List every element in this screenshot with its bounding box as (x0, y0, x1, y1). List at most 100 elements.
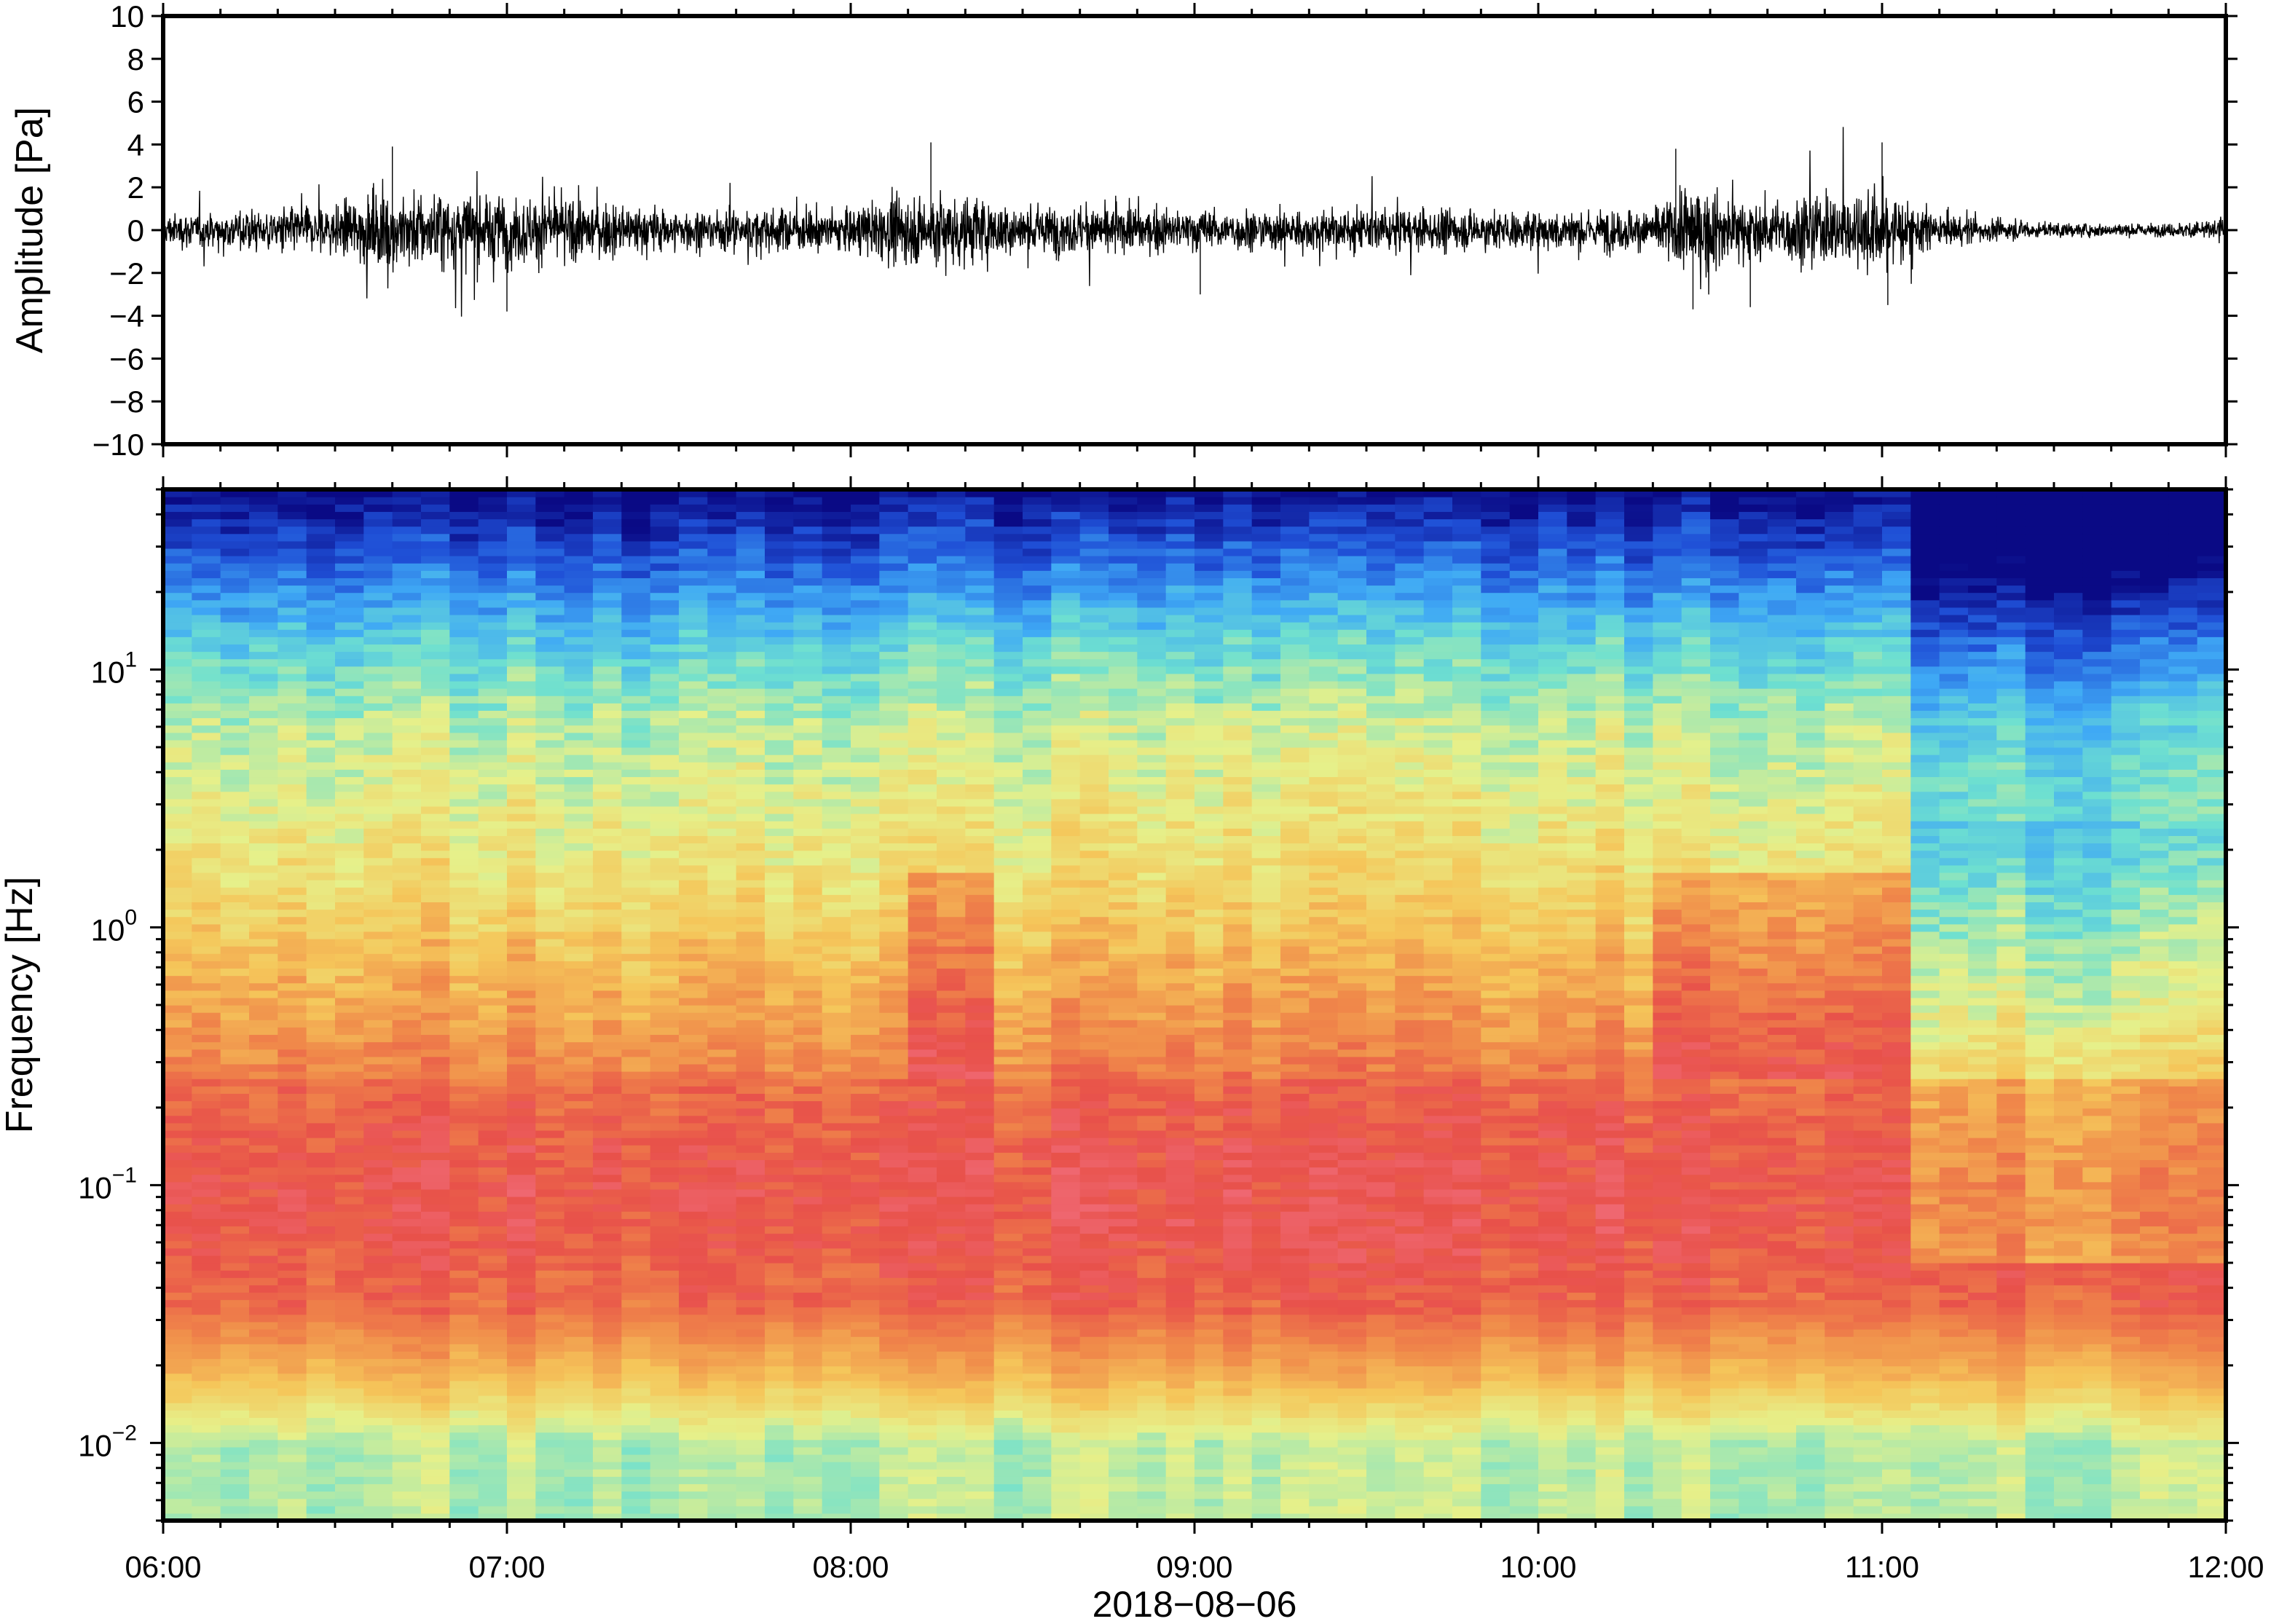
spectrogram-cell (993, 592, 1023, 601)
spectrogram-cell (908, 1380, 937, 1389)
spectrogram-cell (449, 1417, 479, 1426)
spectrogram-cell (908, 1306, 937, 1315)
spectrogram-cell (736, 747, 765, 755)
spectrogram-cell (421, 961, 450, 969)
spectrogram-cell (621, 821, 651, 829)
spectrogram-cell (421, 1093, 450, 1102)
spectrogram-cell (421, 1403, 450, 1411)
spectrogram-cell (965, 1100, 995, 1109)
spectrogram-cell (449, 1071, 479, 1079)
spectrogram-cell (993, 1432, 1023, 1440)
spectrogram-cell (965, 614, 995, 623)
spectrogram-cell (564, 968, 594, 977)
spectrogram-cell (449, 1159, 479, 1168)
spectrogram-cell (1137, 850, 1167, 859)
spectrogram-cell (1023, 1240, 1052, 1249)
spectrogram-cell (1137, 821, 1167, 829)
spectrogram-cell (937, 703, 966, 712)
spectrogram-cell (851, 563, 880, 571)
spectrogram-cell (1137, 1211, 1167, 1219)
spectrogram-cell (449, 1049, 479, 1057)
spectrogram-cell (851, 739, 880, 748)
spectrogram-cell (564, 1233, 594, 1242)
spectrogram-cell (220, 953, 250, 961)
spectrogram-cell (1023, 703, 1052, 712)
spectrogram-cell (306, 946, 336, 954)
spectrogram-cell (650, 739, 680, 748)
spectrogram-cell (192, 629, 221, 637)
spectrogram-cell (621, 997, 651, 1006)
spectrogram-cell (421, 1233, 450, 1242)
spectrogram-cell (650, 1270, 680, 1278)
spectrogram-cell (249, 813, 278, 821)
spectrogram-cell (965, 1387, 995, 1396)
spectrogram-cell (937, 732, 966, 741)
spectrogram-cell (621, 1336, 651, 1344)
spectrogram-cell (1109, 1240, 1138, 1249)
spectrogram-cell (765, 1321, 794, 1330)
amplitude-y-tick-label: 0 (127, 213, 144, 248)
spectrogram-cell (736, 1130, 765, 1138)
spectrogram-cell (278, 835, 307, 844)
spectrogram-cell (192, 1306, 221, 1315)
spectrogram-cell (220, 769, 250, 778)
spectrogram-cell (220, 1299, 250, 1308)
spectrogram-cell (163, 769, 192, 778)
spectrogram-cell (335, 1285, 364, 1293)
spectrogram-cell (278, 533, 307, 542)
spectrogram-cell (765, 1049, 794, 1057)
spectrogram-cell (793, 570, 823, 578)
spectrogram-cell (507, 843, 536, 851)
spectrogram-cell (306, 828, 336, 836)
spectrogram-cell (478, 1138, 508, 1146)
spectrogram-cell (163, 622, 192, 630)
spectrogram-cell (192, 1233, 221, 1242)
spectrogram-cell (1079, 732, 1109, 741)
spectrogram-cell (1051, 1086, 1081, 1094)
spectrogram-cell (163, 1439, 192, 1448)
spectrogram-cell (965, 1292, 995, 1301)
spectrogram-cell (306, 1454, 336, 1462)
spectrogram-cell (478, 533, 508, 542)
spectrogram-cell (564, 1483, 594, 1492)
spectrogram-cell (392, 850, 422, 859)
spectrogram-cell (449, 1181, 479, 1190)
spectrogram-cell (1137, 1086, 1167, 1094)
spectrogram-cell (535, 666, 565, 674)
spectrogram-cell (1051, 1218, 1081, 1227)
spectrogram-cell (306, 1292, 336, 1301)
spectrogram-cell (306, 1410, 336, 1418)
spectrogram-cell (908, 585, 937, 594)
spectrogram-cell (564, 1424, 594, 1433)
spectrogram-cell (1137, 1247, 1167, 1256)
spectrogram-cell (937, 835, 966, 844)
spectrogram-cell (650, 1115, 680, 1124)
spectrogram-cell (192, 953, 221, 961)
spectrogram-cell (1137, 658, 1167, 667)
spectrogram-cell (392, 1145, 422, 1153)
spectrogram-cell (306, 1071, 336, 1079)
spectrogram-cell (1109, 909, 1138, 918)
spectrogram-cell (851, 489, 880, 497)
spectrogram-cell (679, 1255, 708, 1264)
spectrogram-cell (449, 614, 479, 623)
spectrogram-cell (765, 673, 794, 682)
spectrogram-cell (478, 1439, 508, 1448)
spectrogram-cell (1051, 1145, 1081, 1153)
spectrogram-cell (1079, 1476, 1109, 1485)
spectrogram-cell (449, 592, 479, 601)
spectrogram-cell (593, 843, 622, 851)
spectrogram-cell (278, 1247, 307, 1256)
spectrogram-cell (679, 805, 708, 814)
spectrogram-cell (937, 762, 966, 770)
spectrogram-cell (621, 1041, 651, 1050)
spectrogram-cell (765, 805, 794, 814)
spectrogram-cell (851, 1344, 880, 1352)
spectrogram-cell (679, 946, 708, 954)
spectrogram-cell (621, 1491, 651, 1499)
spectrogram-cell (278, 1498, 307, 1507)
spectrogram-cell (1109, 961, 1138, 969)
spectrogram-cell (650, 592, 680, 601)
spectrogram-cell (822, 599, 851, 608)
spectrogram-cell (707, 688, 737, 696)
